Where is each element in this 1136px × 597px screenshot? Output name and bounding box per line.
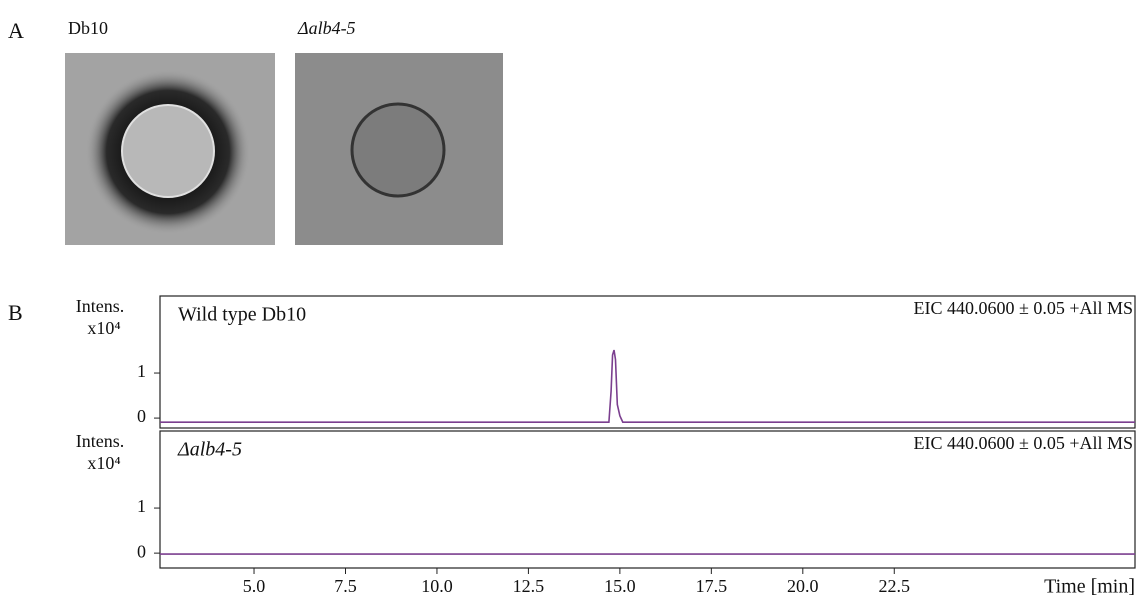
trace: [160, 349, 1135, 423]
y-tick-label: 1: [137, 361, 146, 381]
x-tick-label: 12.5: [513, 576, 545, 596]
x-tick-label: 15.0: [604, 576, 636, 596]
image-caption: Db10: [68, 18, 108, 38]
y-axis-label: Intens.: [76, 296, 125, 316]
x-tick-label: 22.5: [879, 576, 911, 596]
panel-label: A: [8, 18, 24, 43]
y-tick-label: 0: [137, 541, 146, 561]
plot-frame: [159, 430, 1136, 569]
annotation: EIC 440.0600 ± 0.05 +All MS: [913, 298, 1133, 318]
y-tick-label: 1: [137, 496, 146, 516]
plot-frame: [159, 295, 1136, 429]
trace-title: Wild type Db10: [178, 304, 306, 326]
image-caption: Δalb4-5: [297, 18, 356, 38]
x-tick-label: 20.0: [787, 576, 819, 596]
x-tick-label: 10.0: [421, 576, 453, 596]
photo: [295, 53, 503, 245]
x-tick-label: 17.5: [696, 576, 728, 596]
annotation: EIC 440.0600 ± 0.05 +All MS: [913, 433, 1133, 453]
trace-title: Δalb4-5: [177, 439, 242, 461]
x-axis-label: Time [min]: [1044, 576, 1135, 597]
y-axis-unit: x10⁴: [87, 453, 120, 473]
y-axis-label: Intens.: [76, 431, 125, 451]
y-axis-unit: x10⁴: [87, 318, 120, 338]
y-tick-label: 0: [137, 406, 146, 426]
photo: [65, 53, 275, 245]
x-tick-label: 7.5: [334, 576, 357, 596]
panel-label: B: [8, 300, 23, 325]
x-tick-label: 5.0: [243, 576, 266, 596]
